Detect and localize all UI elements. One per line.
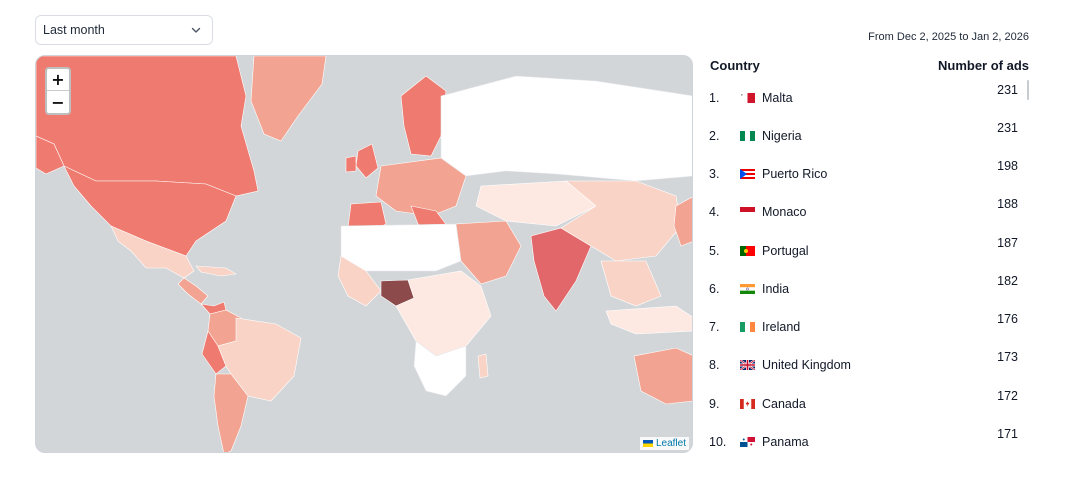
table-row[interactable]: 8. United Kingdom 173	[709, 350, 1029, 380]
row-ads-count: 182	[997, 274, 1018, 288]
portugal-flag-icon	[740, 246, 755, 256]
row-rank: 9.	[709, 397, 720, 411]
period-select-value: Last month	[43, 23, 105, 37]
row-country: Malta	[762, 91, 793, 105]
row-ads-count: 231	[997, 121, 1018, 135]
table-scrollbar[interactable]	[1027, 80, 1029, 100]
canada-flag-icon	[740, 399, 755, 409]
north-africa-region	[340, 223, 462, 272]
row-ads-count: 176	[997, 312, 1018, 326]
greenland-region	[250, 56, 327, 142]
row-country: Panama	[762, 435, 809, 449]
ads-column-header: Number of ads	[937, 58, 1029, 73]
date-range: From Dec 2, 2025 to Jan 2, 2026	[868, 31, 1029, 43]
usa-region	[63, 165, 237, 257]
table-row[interactable]: 5. Portugal 187	[709, 236, 1029, 266]
chevron-down-icon	[191, 27, 201, 33]
russia-region	[440, 75, 692, 182]
indonesia-region	[605, 305, 692, 335]
table-row[interactable]: 2. Nigeria 231	[709, 121, 1029, 151]
row-rank: 2.	[709, 129, 720, 143]
row-ads-count: 188	[997, 197, 1018, 211]
table-row[interactable]: 6. India 182	[709, 274, 1029, 304]
table-row[interactable]: 10. Panama 171	[709, 427, 1029, 457]
table-row[interactable]: 4. Monaco 188	[709, 197, 1029, 227]
row-rank: 1.	[709, 91, 720, 105]
southern-cone-region	[213, 373, 249, 452]
ireland-region	[345, 155, 357, 173]
row-country: Nigeria	[762, 129, 802, 143]
malta-flag-icon	[740, 93, 755, 103]
uk-region	[355, 143, 379, 179]
row-ads-count: 173	[997, 350, 1018, 364]
row-rank: 3.	[709, 167, 720, 181]
table-row[interactable]: 1. Malta 231	[709, 83, 1029, 113]
uk-flag-icon	[740, 360, 755, 370]
row-rank: 5.	[709, 244, 720, 258]
panama-region	[200, 301, 227, 315]
zoom-control: + −	[45, 67, 71, 115]
leaflet-link[interactable]: Leaflet	[655, 438, 686, 449]
row-country: Puerto Rico	[762, 167, 828, 181]
row-rank: 7.	[709, 320, 720, 334]
china-region	[560, 180, 682, 262]
india-flag-icon	[740, 284, 755, 294]
row-ads-count: 231	[997, 83, 1018, 97]
row-country: Monaco	[762, 205, 807, 219]
australia-region	[633, 347, 692, 405]
panama-flag-icon	[740, 437, 755, 447]
scandinavia-region	[400, 75, 447, 157]
table-row[interactable]: 3. Puerto Rico 198	[709, 159, 1029, 189]
table-row[interactable]: 7. Ireland 176	[709, 312, 1029, 342]
row-country: Portugal	[762, 244, 809, 258]
ukraine-flag-icon	[642, 440, 653, 447]
southeast-asia-region	[600, 260, 662, 307]
map-attribution: Leaflet	[639, 437, 689, 450]
row-country: Canada	[762, 397, 806, 411]
row-ads-count: 171	[997, 427, 1018, 441]
row-rank: 8.	[709, 358, 720, 372]
caribbean-region	[195, 265, 237, 277]
row-ads-count: 198	[997, 159, 1018, 173]
row-ads-count: 187	[997, 236, 1018, 250]
ireland-flag-icon	[740, 322, 755, 332]
mexico-region	[110, 225, 195, 279]
row-rank: 4.	[709, 205, 720, 219]
zoom-out-button[interactable]: −	[51, 92, 65, 112]
west-africa-region	[337, 255, 382, 307]
alaska-region	[36, 135, 65, 175]
table-row[interactable]: 9. Canada 172	[709, 389, 1029, 419]
peru-region	[201, 330, 227, 375]
world-map[interactable]: + − Leaflet	[35, 55, 693, 453]
nigeria-flag-icon	[740, 131, 755, 141]
country-column-header: Country	[710, 58, 760, 73]
row-country: India	[762, 282, 790, 296]
zoom-in-button[interactable]: +	[47, 69, 69, 91]
row-ads-count: 172	[997, 389, 1018, 403]
monaco-flag-icon	[740, 207, 755, 217]
choropleth-map[interactable]	[36, 56, 693, 453]
madagascar-region	[477, 353, 489, 379]
row-country: United Kingdom	[762, 358, 851, 372]
row-rank: 6.	[709, 282, 720, 296]
row-rank: 10.	[709, 435, 727, 449]
puerto-rico-flag-icon	[740, 169, 755, 179]
row-country: Ireland	[762, 320, 801, 334]
period-select[interactable]: Last month	[35, 15, 213, 45]
southern-africa-region	[413, 340, 467, 397]
japan-korea-region	[673, 196, 692, 247]
